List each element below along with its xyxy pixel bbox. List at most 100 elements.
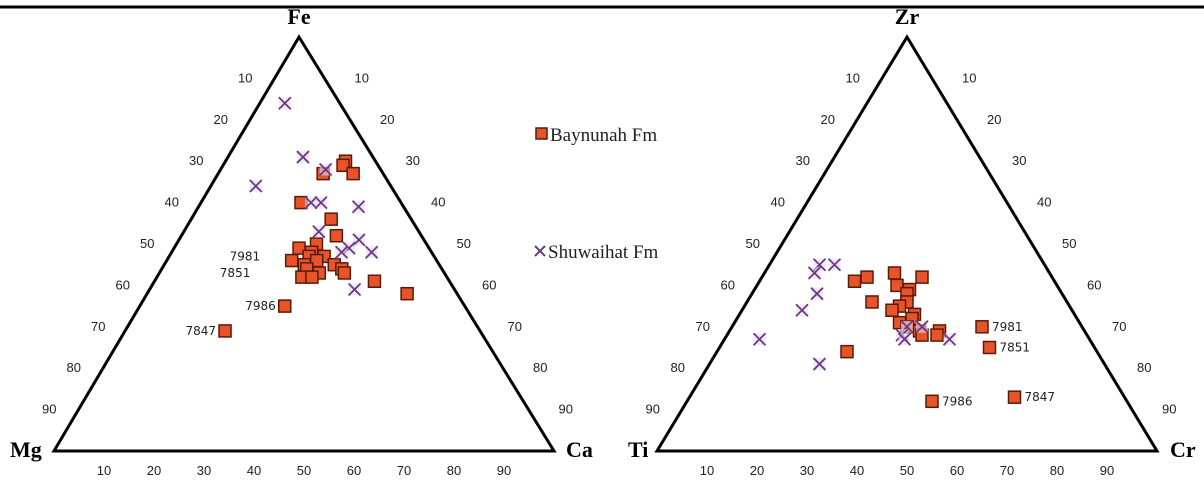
tick-label: 40 — [247, 463, 261, 478]
data-point-baynunah — [400, 286, 414, 301]
ternary-chart-fe-mg-ca: Fe Mg Ca 10 20 30 40 50 60 70 80 90 10 20 30 40 50 60… — [10, 4, 593, 478]
sample-label: 7981 — [230, 249, 261, 263]
vertex-label-left: Ti — [628, 437, 648, 462]
legend-item-baynunah: Baynunah Fm — [535, 125, 657, 146]
tick-label: 50 — [746, 236, 760, 251]
data-point-shuwaihat — [347, 282, 362, 297]
tick-label: 60 — [1087, 277, 1101, 292]
tick-label: 20 — [987, 112, 1001, 127]
tick-label: 10 — [238, 70, 252, 85]
tick-label: 20 — [380, 112, 394, 127]
data-point-shuwaihat — [812, 357, 827, 371]
tick-label: 40 — [165, 195, 179, 210]
tick-label: 40 — [431, 195, 445, 210]
tick-label: 20 — [821, 112, 835, 127]
data-point-shuwaihat — [318, 162, 333, 177]
data-point-shuwaihat — [827, 258, 842, 272]
data-point-shuwaihat — [897, 332, 912, 346]
data-point-baynunah — [982, 340, 997, 355]
data-point-baynunah — [915, 270, 929, 284]
tick-labels-left: 10 20 30 40 50 60 70 80 90 — [42, 70, 252, 416]
tick-label: 90 — [1162, 402, 1176, 417]
tick-label: 10 — [700, 463, 714, 478]
sample-label: 7981 — [992, 320, 1023, 334]
tick-label: 80 — [1050, 463, 1064, 478]
tick-label: 70 — [508, 319, 522, 334]
x-marker-icon — [534, 245, 546, 257]
data-point-baynunah — [218, 324, 232, 338]
tick-label: 10 — [846, 70, 860, 85]
tick-label: 80 — [533, 360, 547, 375]
sample-labels: 7981 7851 7986 7847 — [186, 249, 276, 338]
data-point-baynunah — [1007, 390, 1022, 404]
data-point-baynunah — [925, 394, 939, 409]
data-point-baynunah — [324, 212, 338, 226]
vertex-label-right: Cr — [1170, 437, 1196, 462]
tick-labels-right: 10 20 30 40 50 60 70 80 90 — [355, 70, 573, 416]
tick-label: 60 — [347, 463, 361, 478]
legend-item-shuwaihat: Shuwaihat Fm — [534, 242, 659, 263]
tick-label: 20 — [750, 463, 764, 478]
tick-label: 50 — [1062, 236, 1076, 251]
data-point-shuwaihat — [807, 266, 822, 280]
tick-label: 70 — [397, 463, 411, 478]
tick-label: 90 — [646, 402, 660, 417]
tick-label: 10 — [962, 70, 976, 85]
data-point-baynunah — [284, 253, 299, 268]
data-point-shuwaihat — [296, 150, 310, 164]
tick-label: 80 — [67, 360, 81, 375]
ternary-frame — [654, 34, 1160, 453]
data-point-baynunah — [887, 266, 902, 280]
tick-label: 30 — [406, 153, 420, 168]
data-point-baynunah — [305, 270, 319, 284]
sample-label: 7986 — [245, 299, 276, 313]
data-point-shuwaihat — [351, 200, 366, 214]
data-point-baynunah — [860, 270, 874, 284]
tick-label: 30 — [189, 153, 203, 168]
ternary-chart-zr-ti-cr: Zr Ti Cr 10 20 30 40 50 60 70 80 90 10 20 30 40 50 60… — [628, 4, 1196, 478]
data-point-shuwaihat — [752, 332, 767, 346]
tick-label: 30 — [1012, 153, 1026, 168]
data-point-baynunah — [975, 320, 989, 334]
tick-label: 30 — [197, 463, 211, 478]
tick-label: 50 — [297, 463, 311, 478]
data-point-shuwaihat — [795, 303, 809, 317]
data-point-baynunah — [847, 274, 862, 289]
tick-label: 80 — [671, 360, 685, 375]
sample-label: 7847 — [186, 324, 217, 338]
ternary-frame — [51, 34, 557, 453]
vertex-label-right: Ca — [566, 437, 593, 462]
data-point-baynunah — [346, 166, 360, 181]
data-point-baynunah — [885, 303, 899, 317]
tick-label: 10 — [355, 70, 369, 85]
data-point-baynunah — [336, 158, 350, 173]
data-point-shuwaihat — [249, 179, 263, 193]
tick-label: 40 — [1037, 195, 1051, 210]
tick-labels-right: 10 20 30 40 50 60 70 80 90 — [962, 70, 1176, 416]
tick-label: 70 — [696, 319, 710, 334]
tick-label: 90 — [1100, 463, 1114, 478]
tick-labels-bottom: 10 20 30 40 50 60 70 80 90 — [700, 463, 1114, 478]
tick-label: 90 — [497, 463, 511, 478]
tick-label: 90 — [42, 402, 56, 417]
data-points — [218, 96, 414, 338]
tick-label: 20 — [214, 112, 228, 127]
tick-label: 80 — [447, 463, 461, 478]
sample-labels: 7981 7851 7986 7847 — [942, 320, 1055, 409]
data-point-baynunah — [278, 299, 292, 313]
tick-label: 90 — [559, 402, 573, 417]
data-point-shuwaihat — [334, 245, 349, 259]
tick-label: 50 — [457, 236, 471, 251]
vertex-label-top: Fe — [287, 4, 310, 29]
data-point-baynunah — [930, 328, 944, 342]
tick-label: 60 — [721, 277, 735, 292]
data-point-shuwaihat — [915, 320, 929, 334]
tick-label: 60 — [116, 277, 130, 292]
tick-label: 60 — [482, 277, 496, 292]
data-point-baynunah — [329, 228, 344, 243]
tick-label: 50 — [140, 236, 154, 251]
data-point-baynunah — [337, 266, 352, 280]
tick-label: 40 — [771, 195, 785, 210]
vertex-label-left: Mg — [10, 437, 42, 462]
